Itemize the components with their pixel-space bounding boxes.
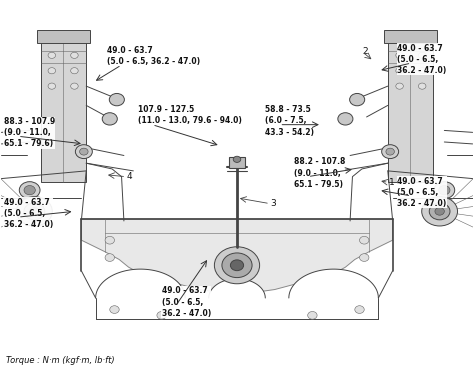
Polygon shape <box>289 269 378 298</box>
Circle shape <box>80 148 88 155</box>
Circle shape <box>24 185 36 195</box>
Circle shape <box>233 156 241 163</box>
Circle shape <box>230 260 244 271</box>
Circle shape <box>214 247 260 284</box>
Circle shape <box>359 236 369 244</box>
FancyBboxPatch shape <box>37 29 90 43</box>
Circle shape <box>338 113 353 125</box>
Text: 49.0 - 63.7
(5.0 - 6.5,
36.2 - 47.0): 49.0 - 63.7 (5.0 - 6.5, 36.2 - 47.0) <box>162 286 211 318</box>
Circle shape <box>419 52 426 59</box>
Circle shape <box>105 236 115 244</box>
Text: 88.3 - 107.9
(9.0 - 11.0,
65.1 - 79.6): 88.3 - 107.9 (9.0 - 11.0, 65.1 - 79.6) <box>4 117 55 148</box>
Polygon shape <box>41 40 86 182</box>
Circle shape <box>48 83 55 89</box>
Text: 58.8 - 73.5
(6.0 - 7.5,
43.3 - 54.2): 58.8 - 73.5 (6.0 - 7.5, 43.3 - 54.2) <box>265 106 314 137</box>
Circle shape <box>19 182 40 199</box>
Polygon shape <box>388 40 433 182</box>
Text: 49.0 - 63.7
(5.0 - 6.5, 36.2 - 47.0): 49.0 - 63.7 (5.0 - 6.5, 36.2 - 47.0) <box>108 46 201 66</box>
Text: 2: 2 <box>362 47 367 56</box>
Polygon shape <box>209 279 265 298</box>
Circle shape <box>382 145 399 159</box>
Circle shape <box>71 68 78 74</box>
Circle shape <box>71 52 78 59</box>
FancyBboxPatch shape <box>228 157 246 168</box>
Circle shape <box>48 52 55 59</box>
Circle shape <box>355 306 364 314</box>
Circle shape <box>110 306 119 314</box>
Circle shape <box>350 94 365 106</box>
Text: 4: 4 <box>126 172 132 181</box>
Circle shape <box>396 83 403 89</box>
Circle shape <box>386 148 394 155</box>
Polygon shape <box>96 269 185 298</box>
Circle shape <box>434 182 455 199</box>
Circle shape <box>435 208 444 215</box>
Circle shape <box>105 254 115 262</box>
Text: 3: 3 <box>270 199 276 208</box>
Circle shape <box>359 254 369 262</box>
Text: 88.2 - 107.8
(9.0 - 11.0,
65.1 - 79.5): 88.2 - 107.8 (9.0 - 11.0, 65.1 - 79.5) <box>293 158 345 189</box>
Circle shape <box>109 94 124 106</box>
Text: Torque : N·m (kgf·m, lb·ft): Torque : N·m (kgf·m, lb·ft) <box>6 357 115 365</box>
Text: 107.9 - 127.5
(11.0 - 13.0, 79.6 - 94.0): 107.9 - 127.5 (11.0 - 13.0, 79.6 - 94.0) <box>138 106 242 125</box>
Text: 49.0 - 63.7
(5.0 - 6.5,
36.2 - 47.0): 49.0 - 63.7 (5.0 - 6.5, 36.2 - 47.0) <box>397 44 447 75</box>
Circle shape <box>396 68 403 74</box>
FancyBboxPatch shape <box>384 29 437 43</box>
Circle shape <box>438 185 450 195</box>
Circle shape <box>222 253 252 277</box>
Text: 1: 1 <box>389 178 394 187</box>
Circle shape <box>396 52 403 59</box>
Circle shape <box>419 83 426 89</box>
Circle shape <box>24 203 45 220</box>
Circle shape <box>419 68 426 74</box>
Circle shape <box>102 113 117 125</box>
Circle shape <box>71 83 78 89</box>
Circle shape <box>75 145 92 159</box>
Polygon shape <box>82 219 392 292</box>
Circle shape <box>30 208 39 215</box>
Circle shape <box>157 312 166 319</box>
Circle shape <box>17 197 52 226</box>
Circle shape <box>48 68 55 74</box>
Circle shape <box>422 197 457 226</box>
Circle shape <box>308 312 317 319</box>
Text: 49.0 - 63.7
(5.0 - 6.5,
36.2 - 47.0): 49.0 - 63.7 (5.0 - 6.5, 36.2 - 47.0) <box>397 177 447 208</box>
Text: 49.0 - 63.7
(5.0 - 6.5,
36.2 - 47.0): 49.0 - 63.7 (5.0 - 6.5, 36.2 - 47.0) <box>4 198 53 229</box>
Circle shape <box>429 203 450 220</box>
